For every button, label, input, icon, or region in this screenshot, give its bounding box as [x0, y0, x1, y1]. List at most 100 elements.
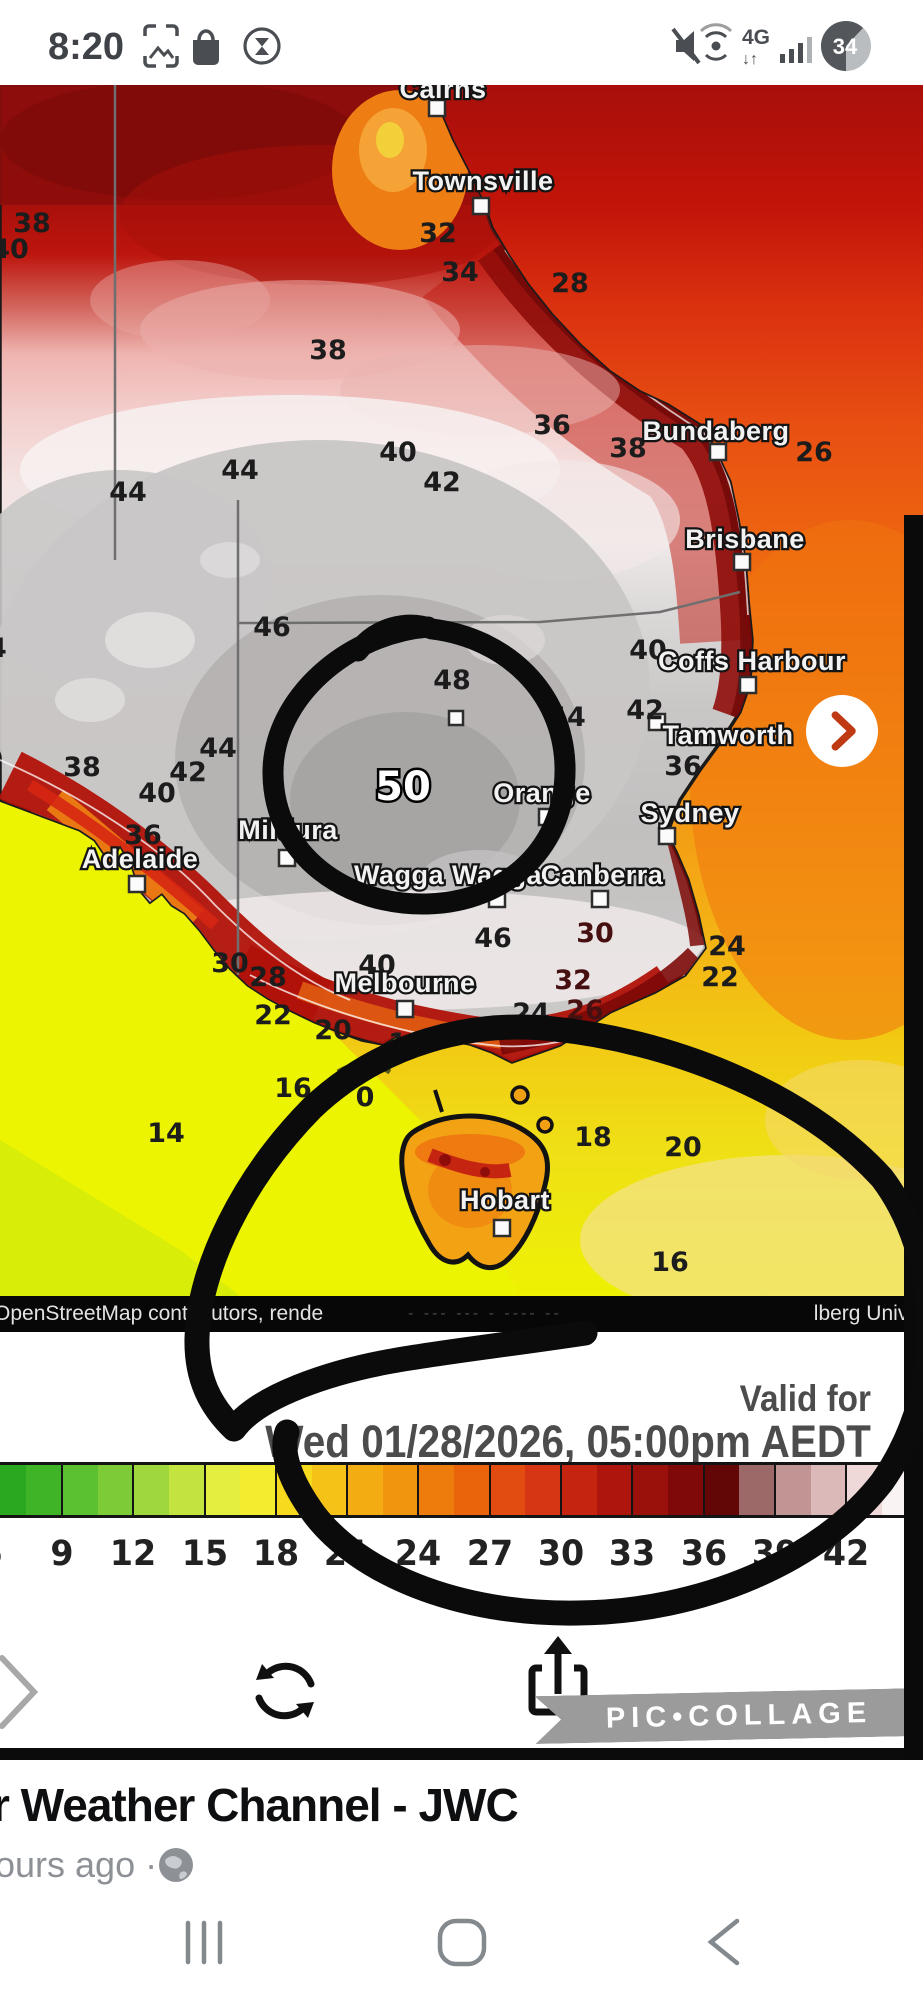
colorbar-tick-line — [132, 1465, 135, 1515]
contour-label: 36 — [533, 410, 571, 441]
attribution-right-text: lberg Univer — [813, 1302, 923, 1325]
city-label-wagga-wagga: Wagga Wagga — [354, 860, 542, 890]
contour-label: 38 — [13, 208, 51, 239]
colorbar-cell — [810, 1465, 848, 1515]
colorbar-cell — [133, 1465, 170, 1515]
colorbar-tick-label: 42 — [823, 1534, 870, 1574]
contour-label: 26 — [566, 995, 604, 1026]
contour-label: 48 — [433, 665, 471, 696]
city-label-sydney: Sydney — [640, 798, 739, 828]
colorbar-tick-line — [488, 1465, 491, 1515]
next-image-button[interactable] — [806, 695, 878, 767]
colorbar-cell — [846, 1465, 883, 1515]
colorbar-tick-line — [560, 1465, 563, 1515]
city-label-melbourne: Melbourne — [334, 968, 475, 998]
contour-label: 42 — [423, 467, 461, 498]
carousel-left-chevron-icon[interactable] — [0, 1652, 42, 1732]
colorbar-tick-line — [773, 1465, 776, 1515]
colorbar-cell — [240, 1465, 277, 1515]
colorbar-cell — [418, 1465, 456, 1515]
attribution-obscured-text: - --- --- - ---- -- — [408, 1305, 562, 1322]
colorbar-cell — [26, 1465, 63, 1515]
refresh-button[interactable] — [248, 1654, 322, 1728]
piccollage-watermark-text: PIC•COLLAGE — [605, 1696, 873, 1735]
city-marker-orange — [537, 807, 557, 827]
contour-label: 28 — [249, 962, 287, 993]
city-marker-wagga-wagga — [487, 889, 507, 909]
colorbar-tick-label: 33 — [609, 1534, 656, 1574]
colorbar-cell — [97, 1465, 135, 1515]
svg-text:4G: 4G — [742, 26, 770, 49]
contour-label: 16 — [274, 1073, 312, 1104]
contour-label: 16 — [651, 1247, 689, 1278]
contour-label: 42 — [169, 757, 207, 788]
map-attribution: OpenStreetMap contributors, rende - --- … — [0, 1296, 923, 1332]
colorbar-tick-label: 39 — [751, 1534, 799, 1574]
post-timestamp: ours ago · — [0, 1844, 158, 1885]
colorbar-tick-line — [203, 1465, 206, 1515]
colorbar-tick-line — [61, 1465, 63, 1515]
colorbar-cell — [703, 1465, 741, 1515]
contour-label: 24 — [708, 931, 746, 962]
colorbar-tick-label: 30 — [537, 1534, 585, 1574]
colorbar-tick-line — [346, 1465, 349, 1515]
contour-label: 38 — [63, 752, 101, 783]
colorbar-cell — [168, 1465, 206, 1515]
timer-icon — [243, 27, 281, 65]
post-page-name[interactable]: r Weather Channel - JWC — [0, 1779, 519, 1831]
android-nav-bar — [0, 1890, 923, 2000]
temperature-colorbar — [0, 1462, 923, 1518]
colorbar-cell — [454, 1465, 491, 1515]
city-label-townsville: Townsville — [412, 166, 553, 196]
city-marker-bundaberg — [708, 442, 728, 462]
city-marker-coffs-harbour — [738, 675, 758, 695]
colorbar-cell — [0, 1465, 28, 1515]
status-time: 8:20 — [48, 26, 124, 68]
colorbar-cell — [347, 1465, 384, 1515]
contour-label: 44 — [221, 455, 259, 486]
city-label-orange: Orange — [493, 778, 591, 808]
colorbar-cell — [204, 1465, 242, 1515]
nav-home-button[interactable] — [437, 1918, 487, 1967]
city-marker-sydney — [657, 826, 677, 846]
colorbar-tick-label: 15 — [181, 1534, 228, 1574]
mute-icon — [671, 27, 701, 65]
contour-label: 0 — [356, 1082, 375, 1113]
colorbar-tick-line — [702, 1465, 705, 1515]
colorbar-tick-line — [845, 1465, 848, 1515]
contour-label: 22 — [254, 1000, 292, 1031]
contour-label: 30 — [211, 948, 249, 979]
contour-label: 18 — [388, 1028, 426, 1059]
panel-bottom-border — [0, 1748, 923, 1760]
city-marker-cairns — [427, 98, 447, 118]
city-label-canberra: Canberra — [541, 860, 664, 890]
colorbar-cell — [596, 1465, 634, 1515]
contour-label: 22 — [701, 962, 739, 993]
public-globe-icon — [159, 1848, 194, 1882]
contour-label: 46 — [474, 923, 512, 954]
city-marker-adelaide — [127, 874, 147, 894]
status-bar: 8:20 — [0, 0, 923, 85]
contour-label: 30 — [576, 918, 614, 949]
city-marker-tamworth — [647, 712, 667, 732]
city-label-bundaberg: Bundaberg — [642, 416, 789, 446]
contour-label: 44 — [0, 633, 7, 664]
contour-label: 44 — [548, 702, 586, 733]
post-meta: ours ago · — [0, 1844, 195, 1886]
nav-recents-button[interactable] — [185, 1920, 223, 1965]
contour-label: 42 — [626, 695, 664, 726]
colorbar-cell — [739, 1465, 776, 1515]
city-label-brisbane: Brisbane — [685, 524, 805, 554]
city-marker-canberra — [590, 889, 610, 909]
contour-label: 38 — [309, 335, 347, 366]
nav-back-button[interactable] — [707, 1918, 740, 1966]
svg-text:↓↑: ↓↑ — [742, 51, 758, 68]
colorbar-tick-line — [274, 1465, 277, 1515]
contour-label: 28 — [551, 268, 589, 299]
battery-circle-icon: 34 — [821, 21, 871, 71]
contour-label: 24 — [512, 998, 550, 1029]
colorbar-cell — [668, 1465, 705, 1515]
piccollage-watermark: PIC•COLLAGE — [535, 1688, 923, 1744]
refresh-icon — [255, 1662, 315, 1720]
